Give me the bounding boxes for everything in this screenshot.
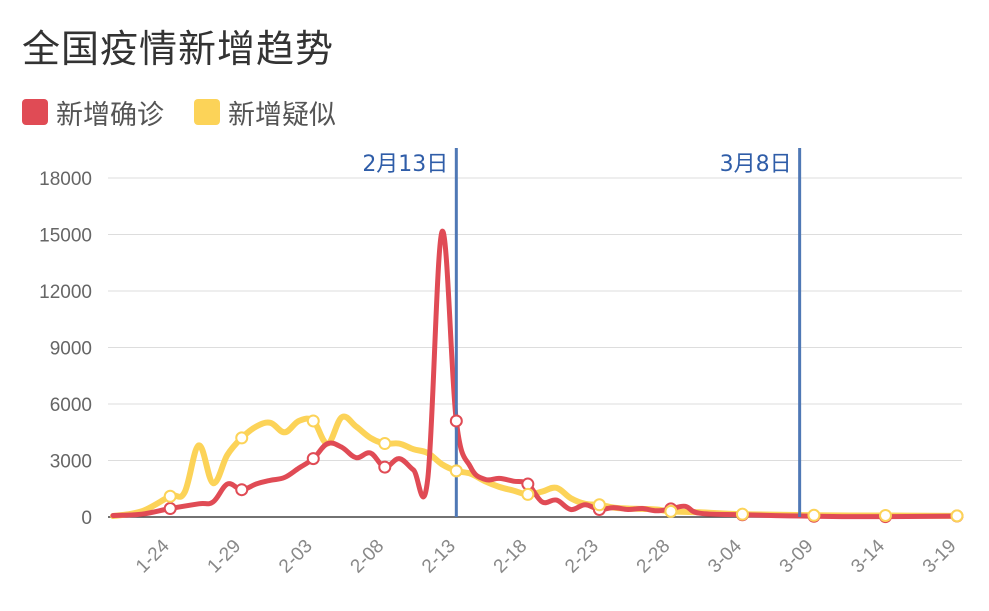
point-confirmed bbox=[449, 414, 463, 428]
point-suspected bbox=[449, 464, 463, 478]
point-suspected bbox=[163, 489, 177, 503]
x-tick-label: 3-14 bbox=[847, 535, 889, 577]
point-suspected bbox=[664, 504, 678, 518]
point-suspected bbox=[378, 437, 392, 451]
point-suspected bbox=[306, 414, 320, 428]
point-confirmed bbox=[235, 483, 249, 497]
grid bbox=[108, 177, 962, 518]
series-line-confirmed bbox=[110, 229, 960, 520]
x-tick-label: 2-13 bbox=[418, 536, 460, 578]
point-confirmed bbox=[521, 477, 535, 491]
point-confirmed bbox=[163, 502, 177, 516]
point-suspected bbox=[521, 487, 535, 501]
x-tick-label: 3-19 bbox=[919, 536, 961, 578]
x-tick-label: 3-09 bbox=[776, 536, 818, 578]
point-suspected bbox=[807, 508, 821, 522]
y-tick-label: 12000 bbox=[39, 282, 92, 303]
x-tick-label: 2-23 bbox=[561, 536, 603, 578]
annotation-label: 3月8日 bbox=[720, 152, 792, 177]
y-tick-label: 18000 bbox=[39, 169, 92, 190]
point-suspected bbox=[592, 498, 606, 512]
y-tick-label: 9000 bbox=[50, 339, 92, 360]
legend-label-confirmed: 新增确诊 bbox=[56, 99, 164, 131]
date-annotations: 2月13日 3月8日 bbox=[362, 148, 802, 517]
point-suspected bbox=[950, 509, 964, 523]
legend-item-confirmed[interactable]: 新增确诊 bbox=[22, 93, 164, 132]
legend: 新增确诊 新增疑似 bbox=[22, 92, 366, 132]
x-tick-label: 1-24 bbox=[132, 535, 174, 577]
x-axis-ticks: 1-24 1-29 2-03 2-08 2-13 2-18 2-23 2-28 3-04 3-09… bbox=[132, 535, 961, 577]
legend-swatch-suspected bbox=[194, 99, 220, 125]
x-tick-label: 1-29 bbox=[204, 536, 246, 578]
series-line-suspected bbox=[110, 413, 960, 520]
legend-label-suspected: 新增疑似 bbox=[228, 99, 336, 131]
x-tick-label: 3-04 bbox=[704, 535, 746, 577]
y-tick-label: 0 bbox=[81, 508, 92, 529]
annotation-label: 2月13日 bbox=[362, 152, 448, 177]
y-tick-label: 6000 bbox=[50, 395, 92, 416]
series-lines bbox=[110, 229, 960, 520]
y-tick-label: 15000 bbox=[39, 226, 92, 247]
y-axis-ticks: 0 3000 6000 9000 12000 15000 18000 bbox=[39, 169, 92, 529]
y-tick-label: 3000 bbox=[50, 452, 92, 473]
x-tick-label: 2-18 bbox=[490, 536, 532, 578]
point-suspected bbox=[878, 508, 892, 522]
point-suspected bbox=[235, 431, 249, 445]
x-tick-label: 2-08 bbox=[347, 536, 389, 578]
chart-title: 全国疫情新增趋势 bbox=[22, 27, 335, 71]
series-points bbox=[163, 414, 964, 524]
point-confirmed bbox=[378, 460, 392, 474]
legend-item-suspected[interactable]: 新增疑似 bbox=[194, 93, 336, 132]
x-tick-label: 2-03 bbox=[275, 536, 317, 578]
point-suspected bbox=[735, 507, 749, 521]
x-tick-label: 2-28 bbox=[633, 536, 675, 578]
point-confirmed bbox=[306, 452, 320, 466]
legend-swatch-confirmed bbox=[22, 99, 48, 125]
